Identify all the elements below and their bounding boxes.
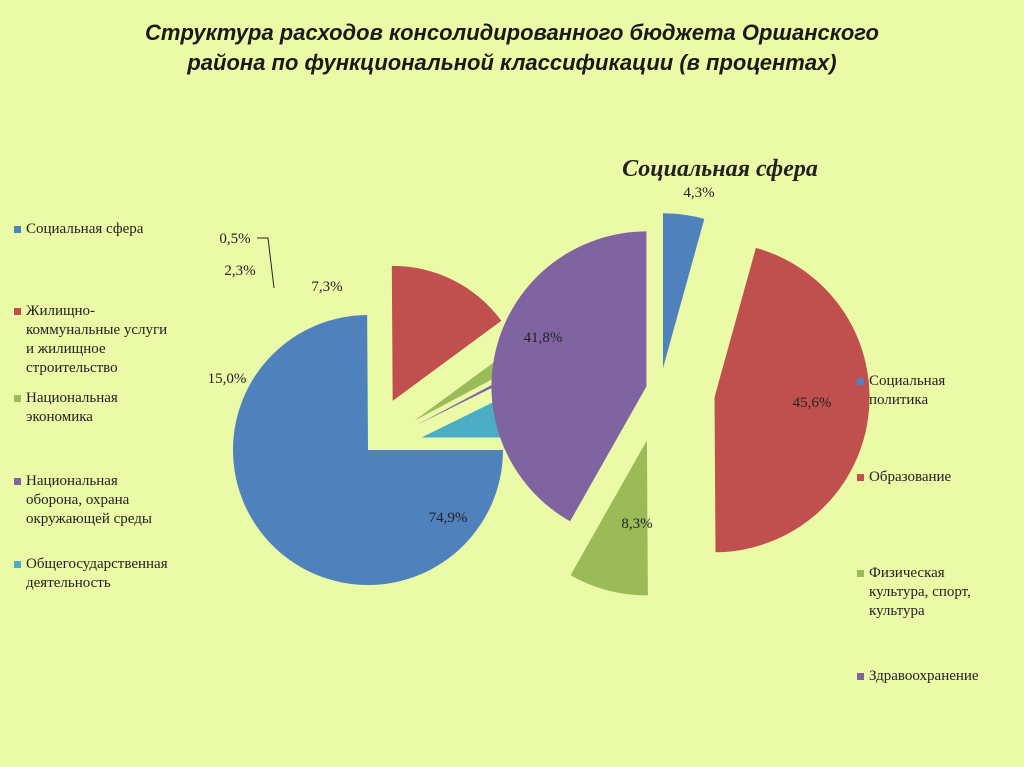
page-title-line-2: района по функциональной классификации (… (187, 50, 837, 75)
pie-value-label: 4,3% (683, 185, 714, 201)
legend-label: Национальная оборона, охрана окружающей ср… (26, 473, 152, 527)
page-title: Структура расходов консолидированного бю… (40, 18, 984, 78)
legend-swatch (14, 308, 21, 315)
legend-label: Общегосударственная деятельность (26, 556, 168, 591)
pie-value-label: 8,3% (621, 516, 652, 532)
legend-swatch (14, 395, 21, 402)
legend-label: Жилищно-коммунальные услуги и жилищное стр… (26, 303, 168, 376)
legend-label: Физическая культура, спорт, культура (869, 565, 971, 619)
pie-value-label: 45,6% (793, 395, 832, 411)
pie-value-label: 2,3% (224, 263, 255, 279)
pie-value-label: 0,5% (219, 231, 250, 247)
pie-slice (662, 213, 705, 369)
pie-slice (391, 265, 502, 401)
pie-slice (714, 247, 870, 553)
pie-value-label: 74,9% (429, 510, 468, 526)
legend-swatch (857, 673, 864, 680)
pie-value-label: 41,8% (524, 330, 563, 346)
legend-swatch (14, 561, 21, 568)
legend-label: Социальная политика (869, 373, 946, 408)
legend-swatch (857, 474, 864, 481)
legend-label: Здравоохранение (869, 668, 979, 684)
legend-label: Образование (869, 469, 952, 485)
pie-slice (570, 440, 648, 596)
social-sphere-pie: 4,3% 45,6% 8,3% 41,8% (491, 185, 870, 596)
pie-value-label: 7,3% (311, 279, 342, 295)
legend-label: Национальная экономика (26, 390, 118, 425)
pie-value-label: 15,0% (208, 371, 247, 387)
pie-slice (491, 231, 647, 522)
pie-slice (233, 315, 503, 585)
legend-swatch (14, 226, 21, 233)
social-sphere-chart-title: Социальная сфера (622, 156, 818, 182)
legend-swatch (857, 378, 864, 385)
legend-label: Социальная сфера (26, 221, 144, 237)
legend-swatch (14, 478, 21, 485)
legend-swatch (857, 570, 864, 577)
page-title-line-1: Структура расходов консолидированного бю… (145, 20, 879, 45)
leader-line (257, 237, 275, 289)
